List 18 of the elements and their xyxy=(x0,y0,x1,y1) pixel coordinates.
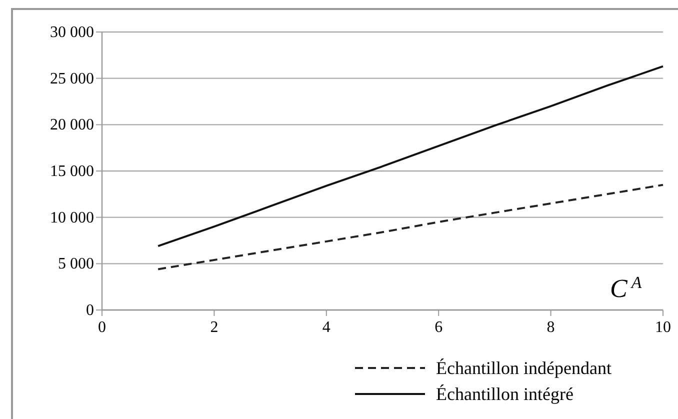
legend-label: Échantillon indépendant xyxy=(436,358,612,378)
x-tick-label: 10 xyxy=(655,319,671,336)
y-tick-label: 30 000 xyxy=(50,24,94,41)
y-tick-label: 25 000 xyxy=(50,70,94,88)
legend-label: Échantillon intégré xyxy=(436,384,574,404)
y-tick-label: 0 xyxy=(86,302,94,319)
x-tick-label: 2 xyxy=(210,319,218,336)
line-series xyxy=(157,65,664,248)
x-tick-label: 0 xyxy=(98,319,106,336)
y-tick-label: 5 000 xyxy=(58,256,94,273)
x-tick-label: 6 xyxy=(434,319,443,336)
x-axis-title: C$^{A}$ xyxy=(610,272,642,303)
x-tick-label: 8 xyxy=(546,319,555,336)
y-tick-label: 20 000 xyxy=(50,116,94,134)
y-tick-label: 10 000 xyxy=(50,209,94,226)
line-series xyxy=(157,184,664,270)
y-tick-label: 15 000 xyxy=(50,163,94,180)
x-tick-label: 4 xyxy=(322,319,330,336)
